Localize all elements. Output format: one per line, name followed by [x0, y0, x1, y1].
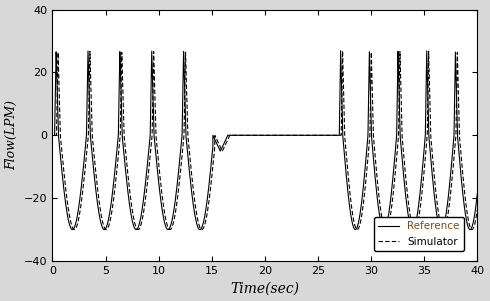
Simulator — [448, 187, 454, 190]
Reference — [474, 191, 480, 195]
Reference — [301, 133, 307, 137]
Simulator — [51, 133, 57, 137]
Reference — [398, 149, 404, 152]
Reference — [85, 52, 91, 56]
Reference — [51, 133, 57, 137]
X-axis label: Time(sec): Time(sec) — [230, 281, 299, 296]
Reference — [448, 166, 454, 170]
Simulator — [300, 133, 306, 137]
Legend: Reference, Simulator: Reference, Simulator — [374, 217, 464, 251]
Reference — [100, 228, 106, 231]
Simulator — [398, 105, 404, 109]
Line: Simulator: Simulator — [54, 51, 477, 230]
Simulator — [85, 138, 91, 142]
Simulator — [459, 166, 465, 169]
Reference — [459, 186, 465, 189]
Simulator — [474, 207, 480, 211]
Reference — [101, 228, 107, 231]
Simulator — [340, 49, 345, 53]
Reference — [338, 49, 343, 52]
Simulator — [100, 224, 106, 227]
Simulator — [441, 228, 446, 231]
Y-axis label: Flow(LPM): Flow(LPM) — [5, 100, 19, 170]
Line: Reference: Reference — [54, 51, 477, 230]
